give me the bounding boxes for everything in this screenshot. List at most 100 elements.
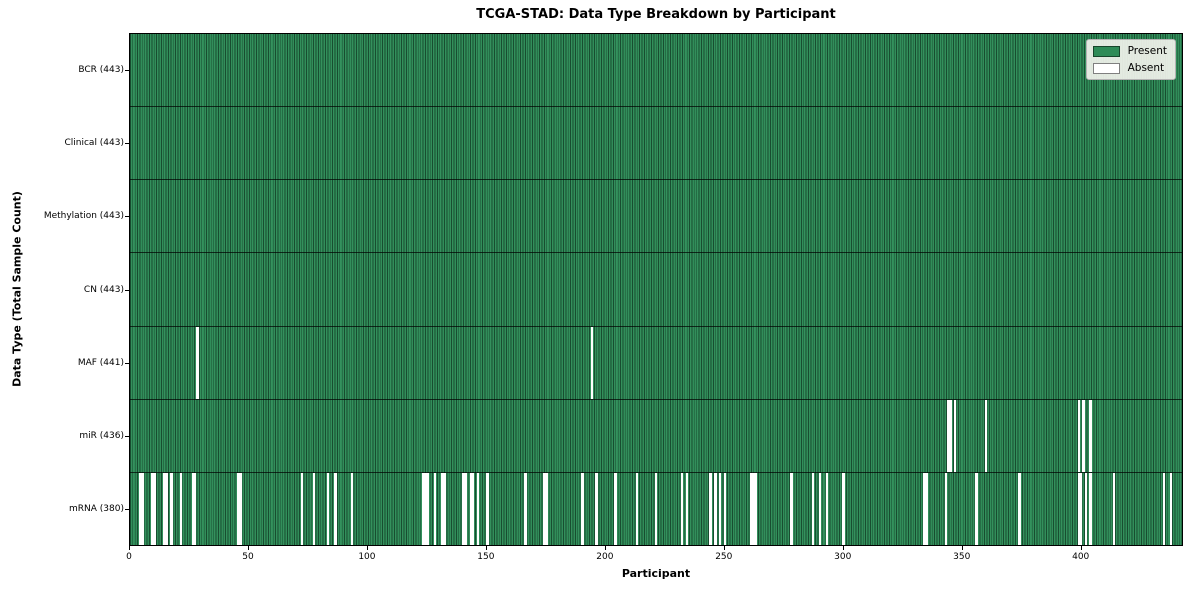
absent-stripe <box>476 472 480 545</box>
absent-stripe <box>239 472 242 545</box>
absent-stripe <box>825 472 829 545</box>
absent-stripe <box>842 472 845 545</box>
absent-stripe <box>1089 472 1092 545</box>
y-tick-mark <box>125 509 129 511</box>
absent-stripe <box>153 472 157 545</box>
x-tick-label: 100 <box>358 552 376 562</box>
absent-stripe <box>426 472 430 545</box>
absent-stripe <box>1077 399 1080 472</box>
absent-stripe <box>469 472 472 545</box>
absent-stripe <box>581 472 584 545</box>
heatmap-row <box>130 107 1182 181</box>
x-tick-mark <box>723 546 725 550</box>
heatmap-row <box>130 326 1182 400</box>
absent-stripe <box>925 472 928 545</box>
absent-stripe <box>1082 399 1085 472</box>
absent-stripe <box>422 472 425 545</box>
absent-stripe <box>350 472 354 545</box>
absent-stripe <box>595 472 598 545</box>
absent-stripe <box>441 472 444 545</box>
heatmap-row <box>130 253 1182 327</box>
absent-stripe <box>464 472 468 545</box>
x-tick-label: 350 <box>953 552 971 562</box>
absent-stripe <box>327 472 330 545</box>
absent-stripe <box>196 326 199 399</box>
absent-stripe <box>923 472 926 545</box>
x-tick-mark <box>366 546 368 550</box>
legend-swatch-present <box>1092 45 1120 57</box>
absent-stripe <box>714 472 717 545</box>
y-tick-mark <box>125 436 129 438</box>
heatmap-row <box>130 399 1182 473</box>
absent-stripe <box>191 472 195 545</box>
x-tick-label: 150 <box>477 552 495 562</box>
absent-stripe <box>524 472 527 545</box>
absent-stripe <box>718 472 722 545</box>
absent-stripe <box>312 472 316 545</box>
absent-stripe <box>975 472 978 545</box>
legend-label: Absent <box>1127 62 1165 74</box>
absent-stripe <box>754 472 757 545</box>
y-tick-mark <box>125 69 129 71</box>
legend-swatch-absent <box>1092 62 1120 74</box>
absent-stripe <box>462 472 465 545</box>
x-axis-label: Participant <box>621 567 691 580</box>
absent-stripe <box>194 472 197 545</box>
absent-stripe <box>1089 399 1092 472</box>
absent-stripe <box>818 472 822 545</box>
absent-stripe <box>635 472 639 545</box>
x-tick-mark <box>247 546 249 550</box>
absent-stripe <box>165 472 168 545</box>
y-tick-label: Methylation (443) <box>43 211 124 222</box>
x-tick-mark <box>1080 546 1082 550</box>
y-tick-label: miR (436) <box>79 431 124 442</box>
x-tick-mark <box>129 546 130 550</box>
absent-stripe <box>654 472 658 545</box>
y-tick-label: BCR (443) <box>78 64 124 75</box>
absent-stripe <box>163 472 166 545</box>
absent-stripe <box>685 472 689 545</box>
absent-stripe <box>723 472 727 545</box>
absent-stripe <box>709 472 712 545</box>
absent-stripe <box>236 472 240 545</box>
absent-stripe <box>1079 472 1083 545</box>
y-tick-labels: BCR (443) Clinical (443) Methylation (443)… <box>0 0 124 600</box>
absent-stripe <box>300 472 304 545</box>
x-tick-mark <box>961 546 963 550</box>
absent-stripe <box>1084 472 1087 545</box>
absent-stripe <box>590 326 594 399</box>
plot-area: Present Absent <box>129 33 1183 546</box>
legend: Present Absent <box>1085 39 1176 80</box>
absent-stripe <box>471 472 475 545</box>
absent-stripe <box>680 472 684 545</box>
absent-stripe <box>1163 472 1166 545</box>
absent-stripe <box>433 472 437 545</box>
x-tick-label: 400 <box>1072 552 1090 562</box>
absent-stripe <box>543 472 546 545</box>
legend-label: Present <box>1127 45 1167 57</box>
absent-stripe <box>1170 472 1173 545</box>
heatmap-row <box>130 180 1182 254</box>
y-tick-mark <box>125 289 129 291</box>
absent-stripe <box>151 472 154 545</box>
x-tick-label: 50 <box>242 552 254 562</box>
absent-stripe <box>752 472 755 545</box>
chart-title: TCGA-STAD: Data Type Breakdown by Partic… <box>476 7 836 22</box>
x-tick-mark <box>842 546 844 550</box>
x-tick-mark <box>485 546 487 550</box>
y-tick-mark <box>125 142 129 144</box>
y-tick-label: mRNA (380) <box>69 504 124 515</box>
y-tick-label: Clinical (443) <box>64 137 124 148</box>
absent-stripe <box>443 472 446 545</box>
absent-stripe <box>811 472 814 545</box>
y-tick-mark <box>125 362 129 364</box>
absent-stripe <box>424 472 427 545</box>
absent-stripe <box>944 472 947 545</box>
legend-entry: Absent <box>1092 62 1167 74</box>
absent-stripe <box>984 399 988 472</box>
y-tick-label: CN (443) <box>83 284 124 295</box>
x-tick-label: 300 <box>834 552 852 562</box>
absent-stripe <box>486 472 489 545</box>
absent-stripe <box>141 472 145 545</box>
